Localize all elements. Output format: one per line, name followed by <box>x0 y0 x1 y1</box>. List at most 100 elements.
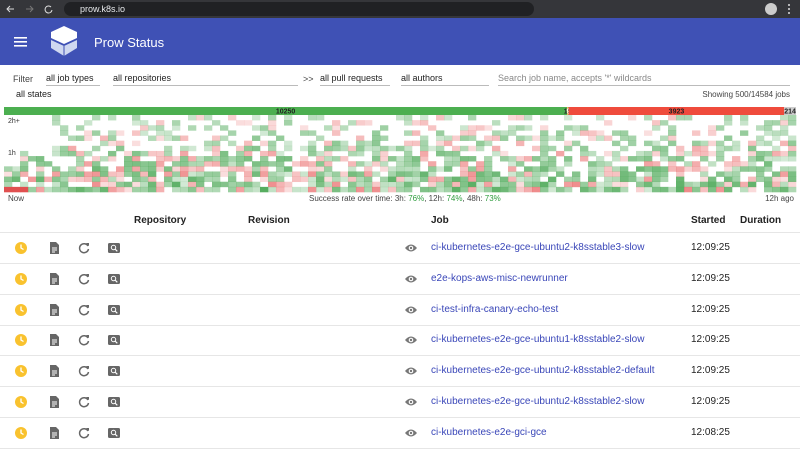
state-select[interactable]: all states <box>16 89 52 99</box>
spyglass-button[interactable] <box>107 426 121 440</box>
view-button[interactable] <box>404 426 418 440</box>
heatmap-cell <box>92 181 101 188</box>
job-link[interactable]: ci-test-infra-canary-echo-test <box>431 303 559 315</box>
heatmap-cell <box>652 125 661 131</box>
spyglass-button[interactable] <box>107 303 121 317</box>
heatmap-cell <box>724 120 733 126</box>
heatmap-cell <box>700 181 709 188</box>
heatmap-cell <box>676 150 685 157</box>
log-button[interactable] <box>47 364 61 378</box>
heatmap-cell <box>572 125 581 131</box>
heatmap-cell <box>156 181 165 188</box>
heatmap-cell <box>468 125 477 131</box>
heatmap-cell <box>476 145 485 152</box>
spyglass-button[interactable] <box>107 333 121 347</box>
heatmap-cell <box>396 181 405 188</box>
log-button[interactable] <box>47 272 61 286</box>
repository-select[interactable]: all repositories <box>113 72 298 86</box>
heatmap-cell <box>668 166 677 172</box>
spyglass-button[interactable] <box>107 241 121 255</box>
heatmap-cell <box>364 166 373 172</box>
heatmap-cell <box>404 176 413 183</box>
heatmap-cell <box>772 145 781 152</box>
job-link[interactable]: ci-kubernetes-e2e-gce-ubuntu2-k8sstable3… <box>431 242 645 253</box>
profile[interactable] <box>764 2 794 16</box>
heatmap-cell <box>468 135 477 141</box>
job-link[interactable]: ci-kubernetes-e2e-gce-ubuntu1-k8sstable2… <box>431 334 645 346</box>
heatmap-cell <box>788 176 797 183</box>
view-button[interactable] <box>404 364 418 378</box>
log-button[interactable] <box>47 303 61 317</box>
rerun-button[interactable] <box>77 303 91 317</box>
spyglass-button[interactable] <box>107 395 121 409</box>
spyglass-button[interactable] <box>107 364 121 378</box>
nav-buttons[interactable] <box>6 4 56 14</box>
log-button[interactable] <box>47 395 61 409</box>
heatmap-cell <box>292 161 301 167</box>
view-button[interactable] <box>404 241 418 255</box>
heatmap-cell <box>628 140 637 147</box>
job-link[interactable]: ci-kubernetes-e2e-gce-ubuntu2-k8sstable2… <box>431 365 655 377</box>
showing-count: Showing 500/14584 jobs <box>702 90 790 99</box>
heatmap-cell <box>124 171 133 177</box>
heatmap-cell <box>756 156 765 162</box>
heatmap-cell <box>204 125 213 131</box>
heatmap-cell <box>124 161 133 167</box>
heatmap-cell <box>604 166 613 172</box>
rerun-button[interactable] <box>77 272 91 286</box>
log-button[interactable] <box>47 426 61 440</box>
log-button[interactable] <box>47 333 61 347</box>
job-link[interactable]: e2e-kops-aws-misc-newrunner <box>431 272 568 284</box>
rerun-button[interactable] <box>77 395 91 409</box>
heatmap-cell <box>500 130 509 136</box>
view-button[interactable] <box>404 303 418 317</box>
heatmap-cell <box>140 181 149 188</box>
heatmap-cell <box>596 181 605 188</box>
heatmap-cell <box>444 135 453 141</box>
rerun-button[interactable] <box>77 241 91 255</box>
heatmap-cell <box>676 171 685 177</box>
heatmap-cell <box>660 150 669 157</box>
heatmap-cell <box>180 166 189 172</box>
pull-requests-select[interactable]: all pull requests <box>320 72 390 86</box>
job-link[interactable]: ci-kubernetes-e2e-gci-gce <box>431 426 547 438</box>
heatmap-cell <box>756 171 765 177</box>
heatmap-cell <box>268 145 277 152</box>
heatmap-cell <box>188 145 197 152</box>
rerun-button[interactable] <box>77 333 91 347</box>
heatmap-cell <box>60 130 69 136</box>
heatmap-cell <box>684 186 693 193</box>
heatmap-cell <box>748 181 757 188</box>
view-button[interactable] <box>404 395 418 409</box>
job-type-select[interactable]: all job types <box>46 72 100 86</box>
heatmap-cell <box>508 125 517 131</box>
view-button[interactable] <box>404 272 418 286</box>
heatmap-cell <box>276 176 285 183</box>
heatmap-cell <box>708 150 717 157</box>
heatmap-cell <box>556 135 565 141</box>
heatmap-cell <box>540 130 549 136</box>
heatmap-cell <box>260 161 269 167</box>
spyglass-button[interactable] <box>107 272 121 286</box>
heatmap-cell <box>12 166 21 172</box>
rerun-button[interactable] <box>77 364 91 378</box>
heatmap-cell <box>196 161 205 167</box>
heatmap-cell <box>228 140 237 147</box>
heatmap-cell <box>532 176 541 183</box>
heatmap-cell <box>228 161 237 167</box>
heatmap-cell <box>460 171 469 177</box>
menu-icon[interactable] <box>14 36 28 48</box>
heatmap-cell <box>164 181 173 188</box>
heatmap-cell <box>140 186 149 193</box>
heatmap-cell <box>100 181 109 188</box>
rerun-button[interactable] <box>77 426 91 440</box>
view-button[interactable] <box>404 333 418 347</box>
heatmap-cell <box>356 140 365 147</box>
job-link[interactable]: ci-kubernetes-e2e-gce-ubuntu2-k8sstable2… <box>431 396 645 407</box>
heatmap-cell <box>612 166 621 172</box>
log-button[interactable] <box>47 241 61 255</box>
authors-select[interactable]: all authors <box>401 72 489 86</box>
search-input[interactable]: Search job name, accepts '*' wildcards <box>498 72 790 86</box>
url-bar[interactable]: prow.k8s.io <box>64 2 534 16</box>
